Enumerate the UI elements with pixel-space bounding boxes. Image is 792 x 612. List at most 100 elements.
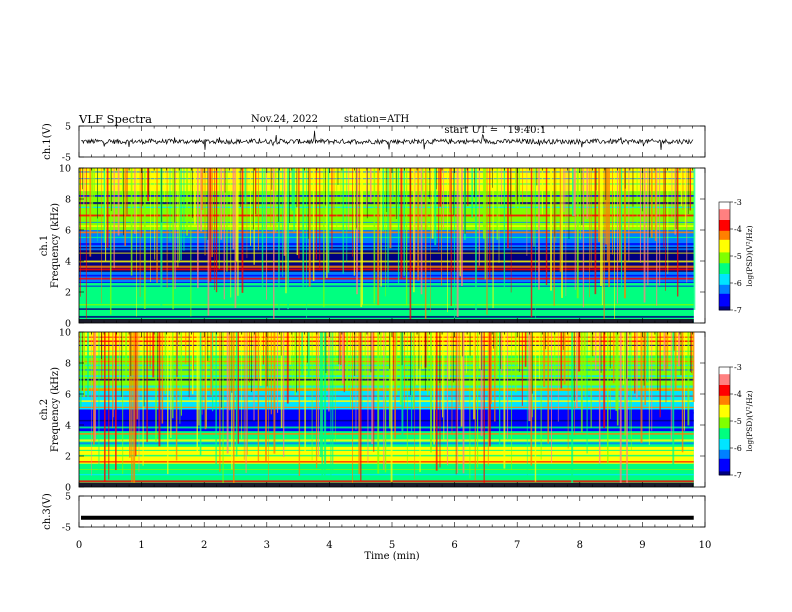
- ch2-spectrogram-streak: [210, 332, 213, 395]
- ch1-spectrogram-colorbar-cell: [719, 286, 730, 289]
- ch1-spectrogram-colorbar-cell: [719, 205, 730, 208]
- ch1-spectrogram-streak: [200, 168, 203, 232]
- ch2-spectrogram-streak: [142, 332, 144, 466]
- ch2-spectrogram-streak: [687, 332, 690, 426]
- ch1-spectrogram-streak: [389, 168, 392, 249]
- ch1-spectrogram-gap-line: [664, 168, 666, 203]
- ch2-spectrogram-gap-line: [231, 332, 233, 393]
- ch2-spectrogram-band: [79, 332, 694, 356]
- x-tick-label: 3: [264, 540, 270, 551]
- ch2-spectrogram-ytick-label: 8: [65, 359, 71, 370]
- ch2-spectrogram-colorbar-cell: [719, 374, 730, 377]
- ch2-spectrogram-streak: [164, 332, 167, 394]
- ch1-spectrogram-streak: [327, 168, 330, 274]
- ch1-spectrogram-streak: [518, 168, 521, 210]
- ch1-spectrogram-streak: [319, 168, 321, 271]
- ch1-spectrogram-colorbar-cell: [719, 227, 730, 230]
- ch1-spectrogram-streak: [659, 168, 661, 286]
- ch2-spectrogram-stripe: [79, 412, 694, 414]
- ch1-spectrogram-streak: [656, 168, 658, 306]
- ch2-spectrogram-streak: [503, 332, 506, 469]
- ch2-spectrogram-streak: [514, 332, 517, 393]
- ch1-spectrogram-streak: [601, 168, 603, 305]
- ch2-spectrogram-gap-line: [188, 332, 190, 398]
- ch2-spectrogram-streak: [131, 332, 133, 483]
- ch2-spectrogram-colorbar-cell: [719, 451, 730, 454]
- ch2-spectrogram-streak: [231, 332, 233, 470]
- ch2-spectrogram-colorbar-cell: [719, 399, 730, 402]
- ch2-spectrogram-streak: [479, 332, 481, 369]
- ch2-spectrogram-streak: [294, 332, 297, 396]
- ch1-spectrogram-colorbar-cell: [719, 256, 730, 259]
- ch1-spectrogram-streak: [397, 168, 400, 284]
- ch2-spectrogram-colorbar-cell: [719, 419, 730, 422]
- ch1-spectrogram-streak: [503, 168, 506, 302]
- ch1-spectrogram-streak: [534, 168, 536, 321]
- ch1-spectrogram-streak: [234, 168, 237, 308]
- ch1-spectrogram-colorbar-cell: [719, 297, 730, 300]
- ch1-spectrogram-streak: [323, 168, 325, 307]
- ch1-spectrogram-colorbar-cell: [719, 216, 730, 219]
- ch1-spectrogram-streak: [275, 168, 277, 232]
- ch1-spectrogram-streak: [340, 168, 342, 214]
- ch1-spectrogram-gap-line: [224, 168, 226, 193]
- ch2-spectrogram-streak: [204, 332, 207, 430]
- ch1-spectrogram-colorbar-cell: [719, 241, 730, 244]
- ch2-spectrogram-gap-line: [562, 332, 564, 350]
- ch1-spectrogram-streak: [223, 168, 225, 300]
- ch2-spectrogram-streak: [257, 332, 260, 462]
- ch1-spectrogram-streak: [356, 168, 358, 295]
- ch2-spectrogram-colorbar-cell: [719, 426, 730, 429]
- ch2-spectrogram-streak: [419, 332, 421, 472]
- ch2-spectrogram-stripe: [79, 461, 694, 463]
- ch2-spectrogram-gap-line: [338, 332, 340, 365]
- ch2-spectrogram-streak: [304, 332, 306, 453]
- ch2-spectrogram-colorbar-cell: [719, 448, 730, 451]
- ch1-spectrogram-stripe: [79, 225, 694, 227]
- ch2-spectrogram-streak: [280, 332, 283, 429]
- ch2-spectrogram-streak: [538, 332, 540, 380]
- ch1-spectrogram-gap-line: [289, 168, 290, 224]
- ch2-spectrogram-stripe: [79, 369, 694, 371]
- ch1-spectrogram-colorbar-cell: [719, 268, 730, 271]
- ch2-spectrogram-bottom-line: [79, 483, 694, 487]
- ch1-spectrogram-colorbar-label: log(PSD)(V²/Hz): [745, 225, 754, 286]
- ch2-spectrogram-streak: [551, 332, 552, 463]
- ch2-spectrogram-gap-line: [518, 332, 520, 372]
- ch2-spectrogram-stripe: [79, 344, 694, 346]
- ch1-spectrogram-streak: [628, 168, 630, 261]
- ch1-spectrogram-streak: [373, 168, 376, 304]
- ch2-spectrogram-streak: [583, 332, 586, 377]
- x-tick-label: 6: [451, 540, 457, 551]
- ch2-spectrogram-streak: [373, 332, 375, 452]
- ch1-spectrogram-streak: [147, 168, 150, 202]
- ch1-spectrogram-stripe: [79, 206, 694, 209]
- ch1-spectrogram-gap-line: [123, 168, 124, 236]
- ch1-spectrogram-streak: [614, 168, 615, 320]
- ch1-spectrogram-streak: [461, 168, 463, 287]
- ch2-spectrogram-streak: [494, 332, 496, 422]
- ch2-spectrogram-stripe: [79, 439, 694, 442]
- ch2-spectrogram-ytick-label: 0: [65, 483, 71, 494]
- ch2-spectrogram-streak: [311, 332, 313, 461]
- ch1-spectrogram-gap-line: [517, 168, 518, 202]
- ch2-spectrogram-streak: [235, 332, 238, 457]
- ch2-spectrogram-streak: [324, 332, 326, 480]
- ch2-spectrogram-ylabel: Frequency (kHz): [50, 367, 61, 452]
- ch2-spectrogram-streak: [672, 332, 675, 466]
- ch2-spectrogram-streak: [610, 332, 611, 419]
- ch2-spectrogram-streak: [563, 332, 566, 385]
- ch2-spectrogram-streak: [619, 332, 622, 487]
- ch2-spectrogram-streak: [392, 332, 394, 381]
- ch2-spectrogram-colorbar-cell: [719, 422, 730, 426]
- ch1-spectrogram-streak: [117, 168, 120, 236]
- ch1-spectrogram-colorbar-cell: [719, 281, 730, 284]
- ch2-spectrogram-colorbar-cell: [719, 408, 730, 411]
- ch1-spectrogram-streak: [605, 168, 608, 245]
- ch2-spectrogram-colorbar-cell: [719, 385, 730, 388]
- ch1-spectrogram-stripe: [79, 277, 694, 280]
- ch2-spectrogram-streak: [630, 332, 632, 451]
- ch2-spectrogram-streak: [283, 332, 285, 458]
- ch2-spectrogram-streak: [615, 332, 618, 411]
- ch2-spectrogram-streak: [422, 332, 424, 369]
